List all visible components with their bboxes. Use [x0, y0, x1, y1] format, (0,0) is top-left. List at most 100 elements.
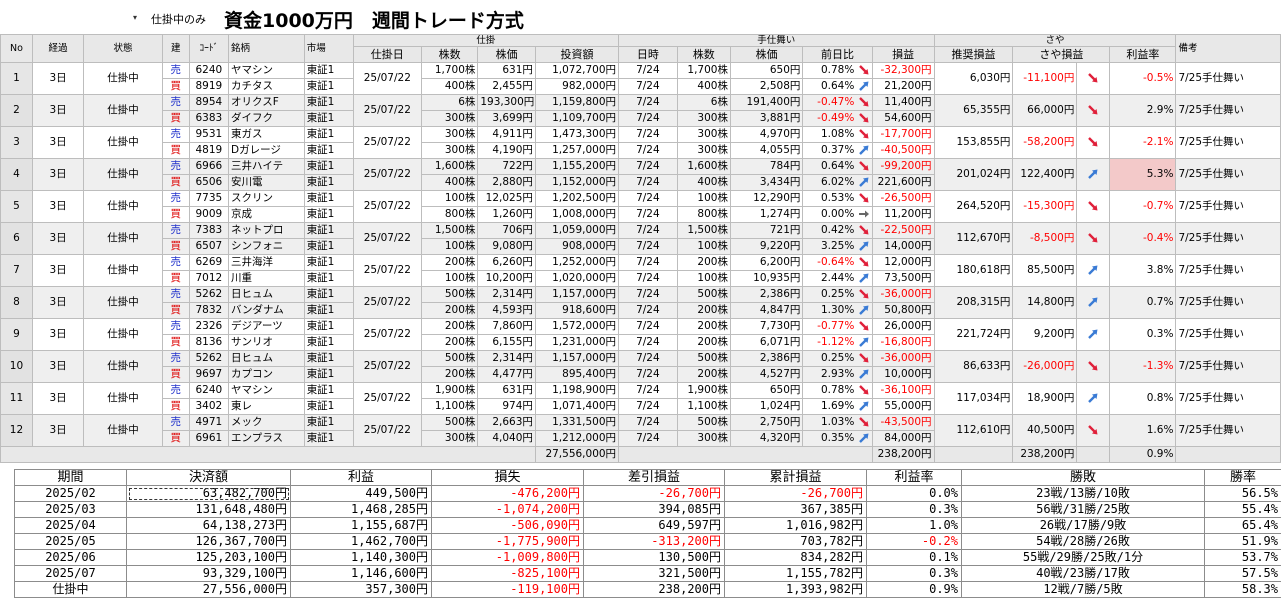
- entry-shares: 1,500株: [420, 222, 479, 239]
- stock-name[interactable]: 安川電: [228, 174, 305, 191]
- trade-leg-row[interactable]: 12 3日 仕掛中売 4971 メック 東証1 25/07/22 500株 2,663円 1,33…: [0, 414, 1281, 447]
- trend-arrow-icon: [858, 210, 869, 218]
- stock-name[interactable]: 東ガス: [228, 126, 305, 143]
- stock-code: 2326: [188, 318, 230, 335]
- trade-keika: 3日: [31, 414, 85, 447]
- stock-name[interactable]: エンプラス: [228, 430, 305, 447]
- market: 東証1: [303, 142, 354, 159]
- day-change-cell: 1.30%: [802, 302, 873, 319]
- trade-leg-row[interactable]: 買 9009 京成 東証1 800株 1,260円 1,008,000円 7/24 800株 1,…: [1, 206, 1281, 223]
- day-change-cell: -0.49%: [802, 110, 873, 127]
- stock-name[interactable]: ヤマシン: [228, 382, 305, 399]
- status-filter[interactable]: ▾ 仕掛中のみ: [0, 8, 360, 30]
- sum-settlement[interactable]: 131,648,480円: [126, 501, 291, 518]
- stock-name[interactable]: バンダナム: [228, 302, 305, 319]
- trade-leg-row[interactable]: 買 3402 東レ 東証1 1,100株 974円 1,071,400円 7/24 1,100株…: [1, 398, 1281, 415]
- profit-rate: 0.3%: [1109, 318, 1177, 351]
- entry-price: 6,155円: [477, 334, 536, 351]
- stock-name[interactable]: ネットプロ: [228, 222, 305, 239]
- stock-name[interactable]: スクリン: [228, 190, 305, 207]
- sum-win-rate: 56.5%: [1204, 485, 1281, 502]
- entry-amount: 1,059,000円: [534, 222, 620, 239]
- sum-win-rate: 55.4%: [1204, 501, 1281, 518]
- entry-shares: 200株: [420, 302, 479, 319]
- summary-row[interactable]: 2025/06 125,203,100円 1,140,300円 -1,009,800円…: [14, 549, 1281, 566]
- stock-name[interactable]: オリクスF: [228, 94, 305, 111]
- stock-name[interactable]: Dガレージ: [228, 142, 305, 159]
- trade-leg-row[interactable]: 5 3日 仕掛中売 7735 スクリン 東証1 25/07/22 100株 12,025円 1,2…: [0, 190, 1281, 223]
- sum-profit: 1,462,700円: [290, 533, 432, 550]
- sum-settlement[interactable]: 63,482,700円: [126, 485, 291, 502]
- trend-arrow-icon: [858, 177, 869, 187]
- stock-name[interactable]: 京成: [228, 206, 305, 223]
- sum-settlement[interactable]: 126,367,700円: [126, 533, 291, 550]
- trade-leg-row[interactable]: 買 9697 カプコン 東証1 200株 4,477円 895,400円 7/24 200株 4,…: [1, 366, 1281, 383]
- suggested-pl: 6,030円: [933, 62, 1014, 95]
- day-change-cell: 0.78%: [802, 382, 873, 399]
- trade-leg-row[interactable]: 4 3日 仕掛中売 6966 三井ハイテ 東証1 25/07/22 1,600株 722円 1,1…: [0, 158, 1281, 191]
- trade-leg-row[interactable]: 買 7832 バンダナム 東証1 200株 4,593円 918,600円 7/24 200株 4…: [1, 302, 1281, 319]
- spread-arrow-icon: [1088, 297, 1098, 307]
- sum-settlement[interactable]: 93,329,100円: [126, 565, 291, 582]
- trade-leg-row[interactable]: 買 7012 川重 東証1 100株 10,200円 1,020,000円 7/24 100株 1…: [1, 270, 1281, 287]
- stock-name[interactable]: 日ヒュム: [228, 286, 305, 303]
- sum-profit: 1,468,285円: [290, 501, 432, 518]
- trade-leg-row[interactable]: 買 6383 ダイフク 東証1 300株 3,699円 1,109,700円 7/24 300株…: [1, 110, 1281, 127]
- col-shijo: 市場: [303, 34, 354, 63]
- exit-price: 2,386円: [729, 350, 804, 367]
- summary-row[interactable]: 仕掛中 27,556,000円 357,300円 -119,100円 238,200円 1…: [14, 581, 1281, 598]
- entry-amount: 918,600円: [534, 302, 620, 319]
- trade-leg-row[interactable]: 6 3日 仕掛中売 7383 ネットプロ 東証1 25/07/22 1,500株 706円 1,0…: [0, 222, 1281, 255]
- leg-pl: 10,000円: [871, 366, 935, 383]
- stock-name[interactable]: 日ヒュム: [228, 350, 305, 367]
- trade-leg-row[interactable]: 8 3日 仕掛中売 5262 日ヒュム 東証1 25/07/22 500株 2,314円 1,15…: [0, 286, 1281, 319]
- entry-price: 4,040円: [477, 430, 536, 447]
- trade-leg-row[interactable]: 1 3日 仕掛中売 6240 ヤマシン 東証1 25/07/22 1,700株 631円 1,07…: [0, 62, 1281, 95]
- stock-name[interactable]: サンリオ: [228, 334, 305, 351]
- summary-row[interactable]: 2025/05 126,367,700円 1,462,700円 -1,775,900円…: [14, 533, 1281, 550]
- stock-name[interactable]: ダイフク: [228, 110, 305, 127]
- trade-keika: 3日: [31, 382, 85, 415]
- stock-name[interactable]: 三井ハイテ: [228, 158, 305, 175]
- sum-settlement[interactable]: 125,203,100円: [126, 549, 291, 566]
- trade-leg-row[interactable]: 買 6507 シンフォニ 東証1 100株 9,080円 908,000円 7/24 100株 9…: [1, 238, 1281, 255]
- trade-leg-row[interactable]: 3 3日 仕掛中売 9531 東ガス 東証1 25/07/22 300株 4,911円 1,473…: [0, 126, 1281, 159]
- sum-col-cumulative: 累計損益: [724, 469, 867, 486]
- stock-name[interactable]: ヤマシン: [228, 62, 305, 79]
- stock-name[interactable]: シンフォニ: [228, 238, 305, 255]
- stock-name[interactable]: カチタス: [228, 78, 305, 95]
- summary-row[interactable]: 2025/04 64,138,273円 1,155,687円 -506,090円 649…: [14, 517, 1281, 534]
- market: 東証1: [303, 110, 354, 127]
- trade-leg-row[interactable]: 買 8136 サンリオ 東証1 200株 6,155円 1,231,000円 7/24 200株…: [1, 334, 1281, 351]
- summary-row[interactable]: 2025/03 131,648,480円 1,468,285円 -1,074,200円…: [14, 501, 1281, 518]
- trade-leg-row[interactable]: 10 3日 仕掛中売 5262 日ヒュム 東証1 25/07/22 500株 2,314円 1,1…: [0, 350, 1281, 383]
- entry-date: 25/07/22: [352, 222, 422, 255]
- sum-settlement[interactable]: 64,138,273円: [126, 517, 291, 534]
- trade-leg-row[interactable]: 9 3日 仕掛中売 2326 デジアーツ 東証1 25/07/22 200株 7,860円 1,5…: [0, 318, 1281, 351]
- day-change-cell: 0.25%: [802, 286, 873, 303]
- leg-pl: 50,800円: [871, 302, 935, 319]
- stock-name[interactable]: デジアーツ: [228, 318, 305, 335]
- note: 7/25手仕舞い: [1175, 350, 1281, 383]
- summary-row[interactable]: 2025/02 63,482,700円 449,500円 -476,200円 -26,7…: [14, 485, 1281, 502]
- sum-record: 23戦/13勝/10敗: [961, 485, 1205, 502]
- sum-settlement[interactable]: 27,556,000円: [126, 581, 291, 598]
- leg-pl: -26,500円: [871, 190, 935, 207]
- stock-name[interactable]: メック: [228, 414, 305, 431]
- sum-rate: 0.3%: [866, 565, 962, 582]
- chevron-down-icon[interactable]: ▾: [133, 13, 138, 22]
- trade-leg-row[interactable]: 2 3日 仕掛中売 8954 オリクスF 東証1 25/07/22 6株 193,300円 1,1…: [0, 94, 1281, 127]
- trade-leg-row[interactable]: 11 3日 仕掛中売 6240 ヤマシン 東証1 25/07/22 1,900株 631円 1,1…: [0, 382, 1281, 415]
- stock-code: 4819: [188, 142, 230, 159]
- exit-date: 7/24: [618, 350, 678, 367]
- stock-name[interactable]: カプコン: [228, 366, 305, 383]
- stock-name[interactable]: 東レ: [228, 398, 305, 415]
- sum-net: 130,500円: [583, 549, 725, 566]
- sum-col-rate: 利益率: [866, 469, 962, 486]
- summary-row[interactable]: 2025/07 93,329,100円 1,146,600円 -825,100円 321…: [14, 565, 1281, 582]
- trade-leg-row[interactable]: 7 3日 仕掛中売 6269 三井海洋 東証1 25/07/22 200株 6,260円 1,25…: [0, 254, 1281, 287]
- trend-arrow-icon: [858, 417, 869, 427]
- stock-name[interactable]: 三井海洋: [228, 254, 305, 271]
- trade-leg-row[interactable]: 買 6961 エンプラス 東証1 300株 4,040円 1,212,000円 7/24 300…: [1, 430, 1281, 447]
- stock-name[interactable]: 川重: [228, 270, 305, 287]
